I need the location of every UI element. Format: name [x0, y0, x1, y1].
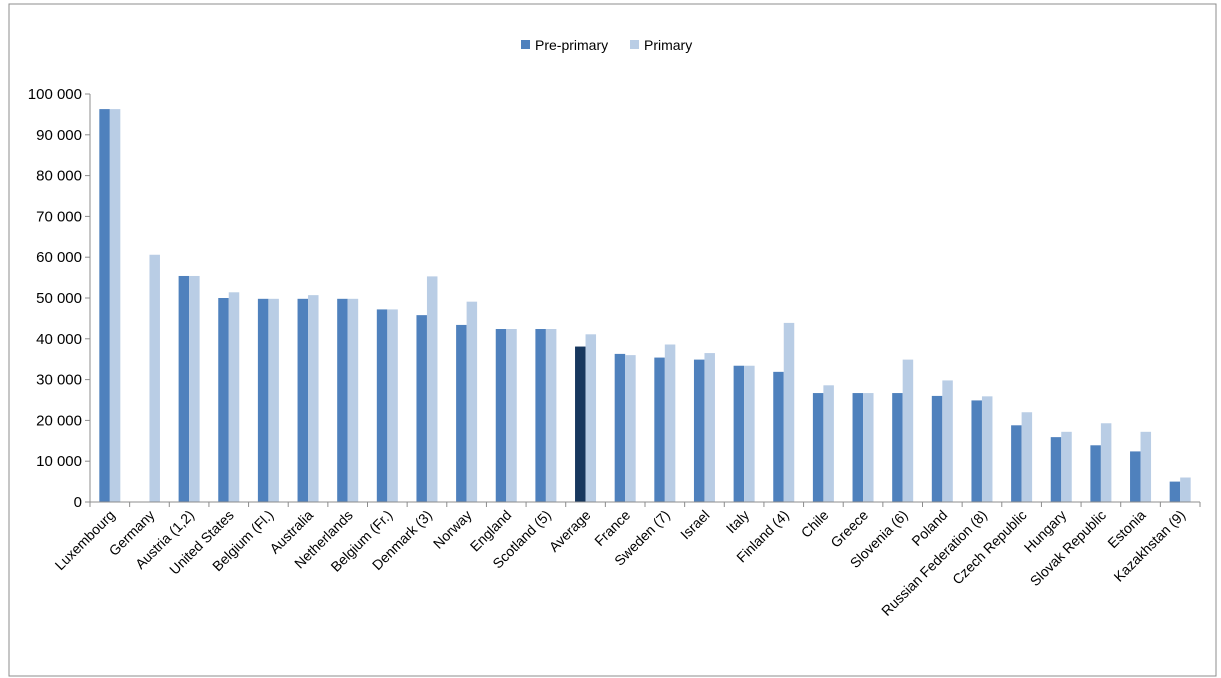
bar-primary [506, 329, 517, 502]
bar-pre-primary [693, 359, 705, 502]
bar-primary [189, 275, 200, 502]
y-tick-label: 60 000 [36, 249, 82, 266]
chart-border [8, 3, 1217, 677]
bar-primary [783, 322, 795, 502]
y-axis: 0 10 000 20 000 30 000 40 000 50 000 60 000 70 … [28, 86, 90, 511]
bar-pre-primary [892, 393, 903, 502]
bar-primary [823, 385, 834, 502]
bar-primary [704, 353, 715, 502]
y-tick-label: 20 000 [36, 412, 82, 429]
y-tick-label: 90 000 [36, 127, 82, 144]
y-tick-label: 30 000 [36, 372, 82, 389]
bar-pre-primary [1130, 451, 1141, 502]
legend-swatch [521, 40, 530, 49]
bar-primary [426, 276, 438, 502]
bar-primary [109, 109, 121, 502]
y-tick-label: 80 000 [36, 168, 82, 185]
bar-pre-primary [1050, 437, 1062, 502]
bar-pre-primary [416, 315, 427, 502]
y-tick-label: 10 000 [36, 453, 82, 470]
bar-pre-primary [495, 329, 507, 502]
bar-primary [625, 355, 636, 502]
bar-pre-primary [971, 400, 982, 502]
bar-primary [308, 295, 319, 502]
y-tick-label: 0 [74, 494, 82, 511]
legend-label: Primary [644, 37, 692, 53]
legend-label: Pre-primary [535, 37, 608, 53]
bar-primary [664, 344, 676, 502]
bar-pre-primary [337, 298, 348, 502]
bar-pre-primary [99, 109, 110, 502]
bar-pre-primary [535, 329, 546, 502]
bar-primary [585, 334, 597, 502]
bar-pre-primary [456, 324, 467, 502]
bar-pre-primary [178, 275, 190, 502]
bar-primary [744, 365, 755, 502]
bar-pre-primary [852, 393, 864, 502]
bars [99, 109, 1191, 502]
bar-pre-primary [812, 393, 824, 502]
bar-pre-primary [575, 346, 586, 502]
bar-pre-primary [257, 298, 269, 502]
bar-primary [981, 396, 993, 502]
bar-pre-primary [376, 309, 388, 502]
bar-pre-primary [733, 365, 745, 502]
bar-primary [863, 393, 874, 502]
legend: Pre-primary Primary [521, 37, 692, 53]
y-tick-label: 70 000 [36, 208, 82, 225]
bar-pre-primary [297, 298, 309, 502]
bar-pre-primary [614, 353, 626, 502]
bar-primary [1100, 423, 1112, 502]
bar-primary [545, 329, 557, 502]
bar-pre-primary [654, 357, 665, 502]
legend-swatch [630, 40, 639, 49]
bar-primary [1021, 412, 1033, 502]
bar-pre-primary [1011, 425, 1022, 502]
bar-primary [387, 309, 398, 502]
bar-pre-primary [1090, 445, 1101, 502]
y-tick-label: 40 000 [36, 331, 82, 348]
bar-pre-primary [1169, 481, 1181, 502]
bar-primary [902, 359, 914, 502]
bar-primary [942, 380, 953, 502]
bar-primary [149, 254, 160, 502]
bar-primary [466, 301, 478, 502]
bar-primary [228, 292, 240, 502]
bar-pre-primary [773, 371, 784, 502]
bar-pre-primary [218, 298, 229, 502]
bar-primary [1061, 431, 1072, 502]
bar-primary [1140, 431, 1152, 502]
bar-primary [268, 298, 279, 502]
bar-primary [347, 298, 359, 502]
y-tick-label: 100 000 [28, 86, 82, 103]
y-tick-label: 50 000 [36, 290, 82, 307]
bar-primary [1180, 477, 1191, 502]
bar-pre-primary [931, 395, 943, 502]
